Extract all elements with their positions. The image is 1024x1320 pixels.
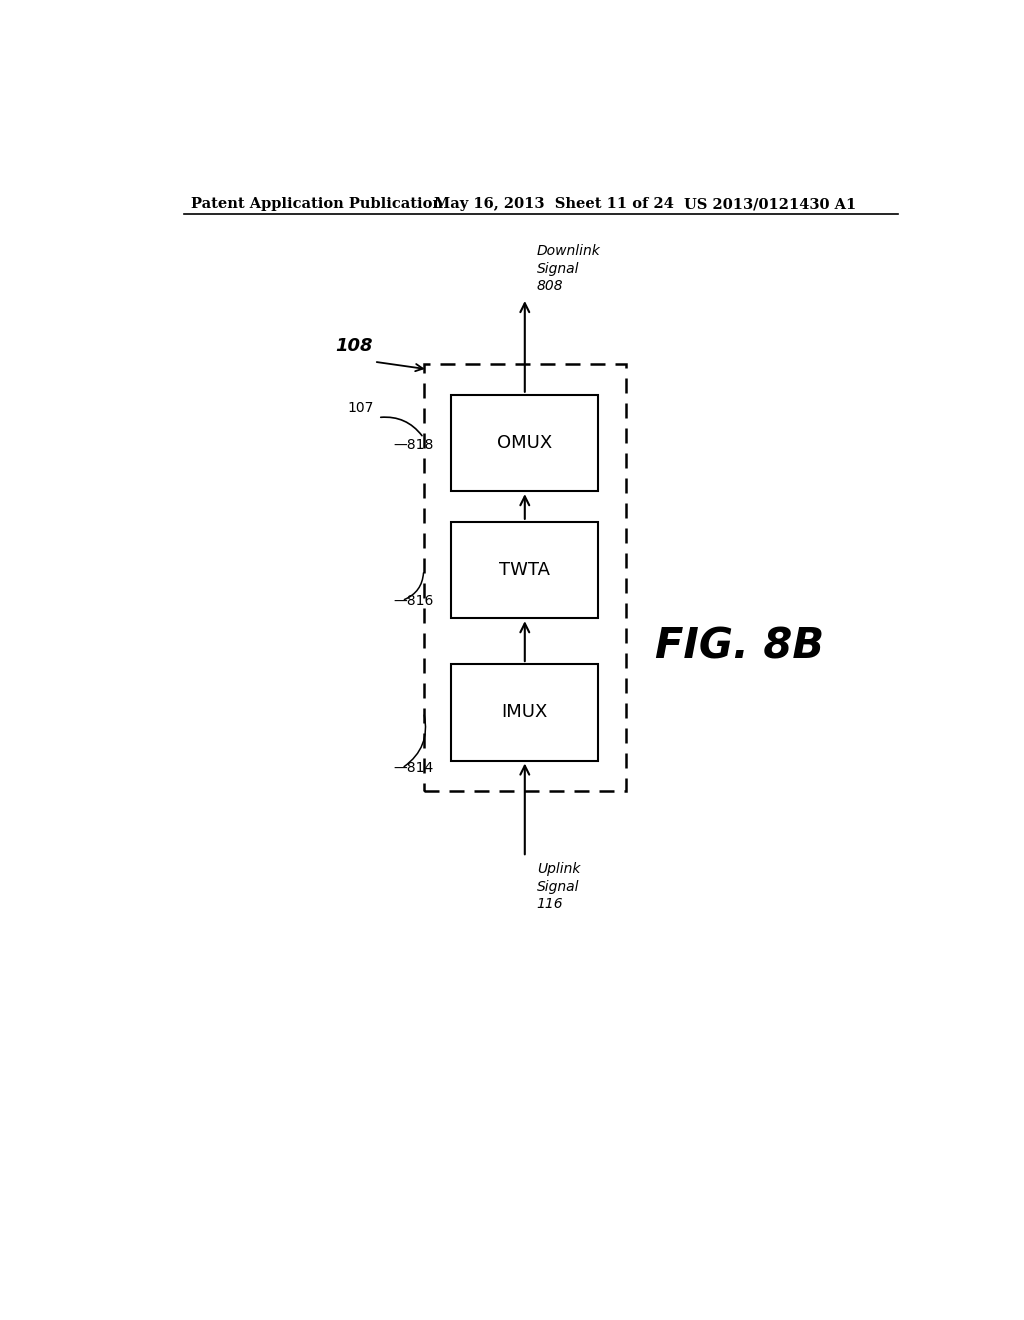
Text: —814: —814 (394, 762, 434, 775)
Bar (452, 664, 598, 760)
Text: —818: —818 (394, 438, 434, 451)
Text: FIG. 8B: FIG. 8B (654, 626, 823, 668)
Text: —816: —816 (394, 594, 434, 607)
Text: OMUX: OMUX (498, 434, 552, 451)
Text: 107: 107 (347, 400, 374, 414)
Text: 108: 108 (336, 338, 373, 355)
Bar (452, 521, 598, 618)
Text: May 16, 2013  Sheet 11 of 24: May 16, 2013 Sheet 11 of 24 (433, 197, 674, 211)
Text: Uplink
Signal
116: Uplink Signal 116 (537, 862, 580, 911)
Text: Downlink
Signal
808: Downlink Signal 808 (537, 244, 600, 293)
Text: IMUX: IMUX (502, 704, 548, 721)
Text: Patent Application Publication: Patent Application Publication (191, 197, 443, 211)
Bar (452, 395, 598, 491)
Text: TWTA: TWTA (500, 561, 550, 579)
Text: US 2013/0121430 A1: US 2013/0121430 A1 (684, 197, 856, 211)
Bar (424, 364, 626, 791)
